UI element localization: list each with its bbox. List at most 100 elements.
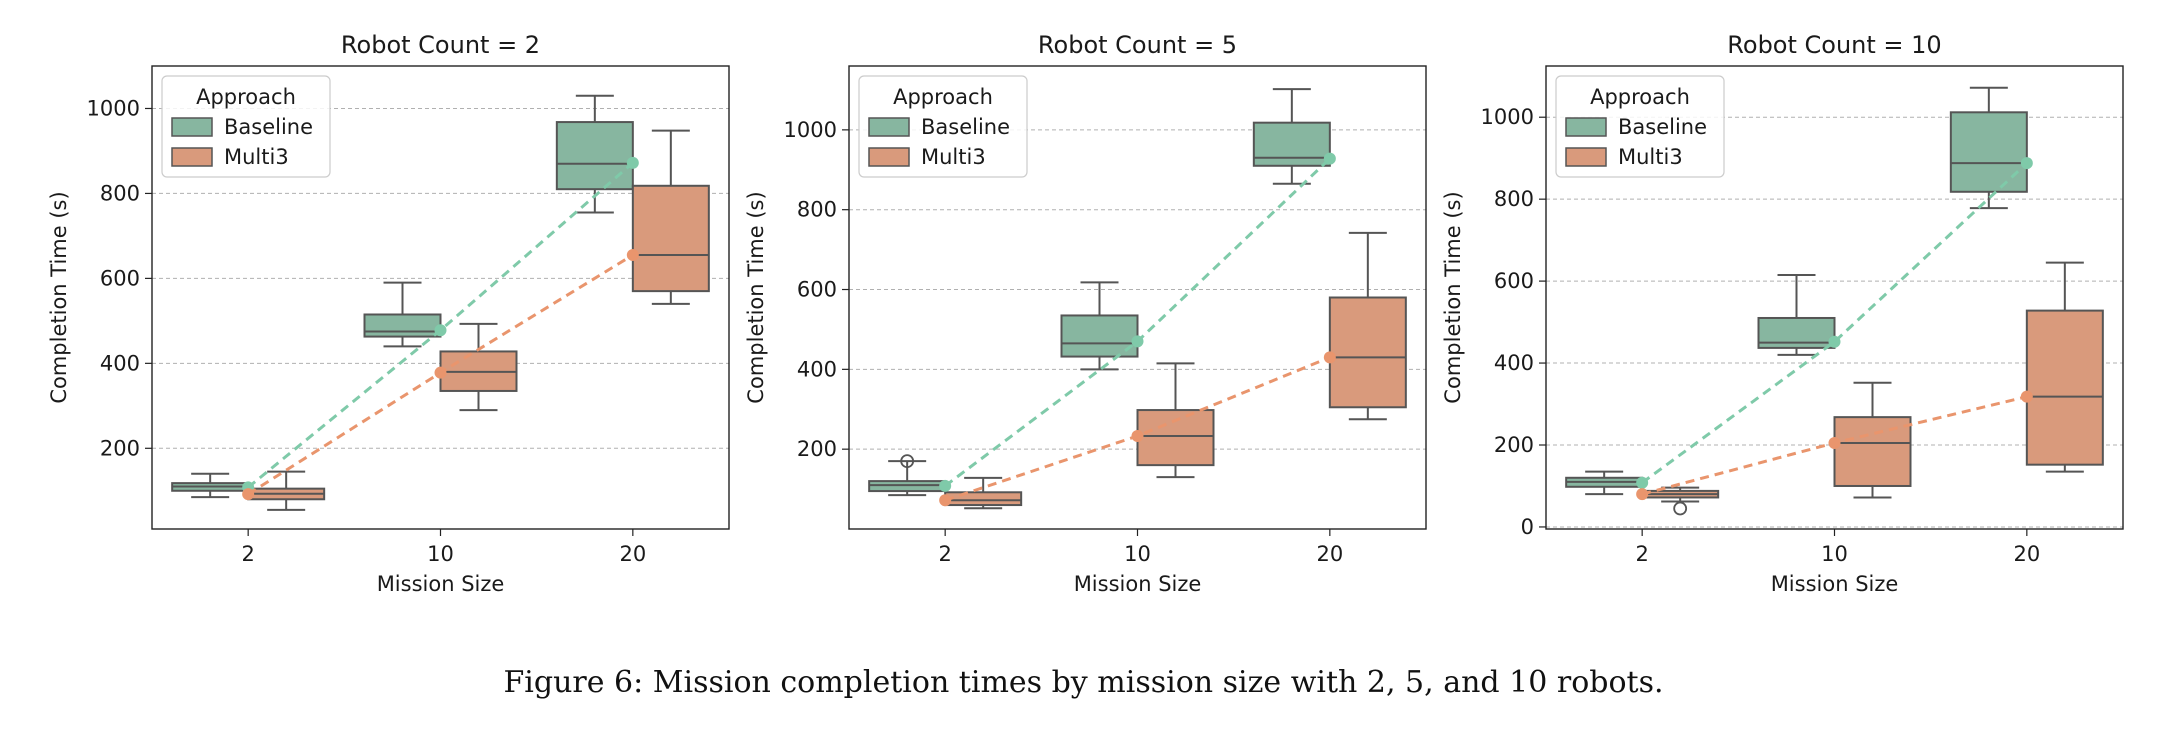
mean-point-multi3 — [1323, 351, 1336, 364]
y-tick-label: 200 — [100, 436, 140, 460]
y-axis-label: Completion Time (s) — [1441, 191, 1465, 403]
legend-swatch-multi3 — [868, 147, 910, 167]
y-tick-label: 600 — [100, 266, 140, 290]
mean-point-baseline — [434, 324, 447, 337]
box-body — [1252, 121, 1331, 167]
box-multi3-10 — [1833, 381, 1912, 499]
box-multi3-2 — [944, 476, 1023, 510]
x-tick-label: 20 — [2013, 542, 2040, 566]
chart-panel-1: 200 400 600 800 1000 2 10 20 Robot Count = 2 Miss… — [47, 31, 730, 596]
mean-point-multi3 — [626, 249, 639, 262]
legend-title: Approach — [1590, 85, 1690, 109]
x-axis-label: Mission Size — [377, 572, 505, 596]
outlier-point — [1673, 501, 1688, 516]
box-body — [631, 184, 710, 293]
x-tick-label: 20 — [619, 542, 646, 566]
legend: Approach Baseline Multi3 — [1555, 75, 1725, 178]
legend-swatch-multi3 — [1565, 147, 1607, 167]
y-axis-label: Completion Time (s) — [47, 191, 71, 403]
x-axis-label: Mission Size — [1074, 572, 1202, 596]
y-tick-label: 400 — [100, 351, 140, 375]
chart-title: Robot Count = 2 — [341, 31, 540, 59]
trend-line-baseline — [1641, 162, 2028, 484]
box-body — [1833, 416, 1912, 487]
x-tick-label: 10 — [1821, 542, 1848, 566]
box-multi3-20 — [1328, 231, 1407, 421]
chart-panel-2: 200 400 600 800 1000 2 10 20 Robot Count = 5 Miss… — [744, 31, 1427, 596]
y-tick-label: 400 — [1494, 351, 1534, 375]
mean-point-baseline — [1828, 335, 1841, 348]
legend-label-multi3: Multi3 — [921, 145, 986, 169]
y-tick-label: 1000 — [1481, 105, 1534, 129]
legend-title: Approach — [196, 85, 296, 109]
box-baseline-20 — [1252, 88, 1331, 185]
x-tick-label: 2 — [241, 542, 254, 566]
y-tick-label: 800 — [1494, 187, 1534, 211]
mean-point-multi3 — [242, 488, 255, 501]
mean-point-baseline — [2020, 157, 2033, 170]
legend-swatch-baseline — [171, 117, 213, 137]
legend-swatch-baseline — [868, 117, 910, 137]
y-tick-label: 400 — [797, 357, 837, 381]
mean-point-multi3 — [939, 494, 952, 507]
legend-title: Approach — [893, 85, 993, 109]
y-tick-label: 600 — [1494, 269, 1534, 293]
box-multi3-2 — [247, 470, 326, 511]
mean-point-multi3 — [1828, 436, 1841, 449]
legend-label-multi3: Multi3 — [1618, 145, 1683, 169]
chart-title: Robot Count = 10 — [1727, 31, 1941, 59]
box-body — [944, 491, 1023, 507]
plot-frame — [1545, 65, 2124, 530]
box-multi3-20 — [631, 129, 710, 305]
legend: Approach Baseline Multi3 — [858, 75, 1028, 178]
mean-point-baseline — [1636, 476, 1649, 489]
mean-point-baseline — [1323, 152, 1336, 165]
x-tick-label: 10 — [1124, 542, 1151, 566]
box-body — [1136, 409, 1215, 467]
y-tick-label: 800 — [797, 198, 837, 222]
box-baseline-10 — [1060, 281, 1139, 371]
box-body — [1949, 111, 2028, 193]
x-tick-label: 10 — [427, 542, 454, 566]
box-baseline-2 — [868, 454, 947, 497]
y-axis-label: Completion Time (s) — [744, 191, 768, 403]
figure-caption: Figure 6: Mission completion times by mi… — [503, 665, 1664, 700]
y-tick-label: 1000 — [784, 118, 837, 142]
box-multi3-20 — [2025, 261, 2104, 473]
legend-label-baseline: Baseline — [1618, 115, 1707, 139]
box-baseline-2 — [171, 472, 250, 499]
box-baseline-10 — [1757, 273, 1836, 356]
legend-label-multi3: Multi3 — [224, 145, 289, 169]
mean-point-baseline — [939, 479, 952, 492]
box-body — [555, 121, 634, 191]
legend-label-baseline: Baseline — [921, 115, 1010, 139]
box-baseline-20 — [555, 94, 634, 214]
y-tick-label: 200 — [797, 437, 837, 461]
y-tick-label: 600 — [797, 278, 837, 302]
outlier-point — [900, 454, 915, 469]
x-tick-label: 2 — [938, 542, 951, 566]
legend-swatch-baseline — [1565, 117, 1607, 137]
y-tick-label: 1000 — [87, 96, 140, 120]
plot-frame — [151, 65, 730, 530]
mean-point-multi3 — [1131, 430, 1144, 443]
x-tick-label: 20 — [1316, 542, 1343, 566]
box-baseline-2 — [1565, 470, 1644, 496]
box-body — [363, 313, 442, 338]
legend-label-baseline: Baseline — [224, 115, 313, 139]
box-body — [2025, 309, 2104, 466]
mean-point-multi3 — [1636, 488, 1649, 501]
y-tick-label: 0 — [1521, 515, 1534, 539]
box-body — [1328, 296, 1407, 409]
chart-panel-3: 0 200 400 600 800 1000 2 10 20 Robot Count = 10 Mi… — [1441, 31, 2124, 596]
legend-swatch-multi3 — [171, 147, 213, 167]
plot-frame — [848, 65, 1427, 530]
x-axis-label: Mission Size — [1771, 572, 1899, 596]
box-multi3-10 — [439, 322, 518, 412]
mean-point-multi3 — [2020, 390, 2033, 403]
legend: Approach Baseline Multi3 — [161, 75, 331, 178]
box-baseline-10 — [363, 281, 442, 348]
mean-point-baseline — [626, 156, 639, 169]
y-tick-label: 800 — [100, 181, 140, 205]
